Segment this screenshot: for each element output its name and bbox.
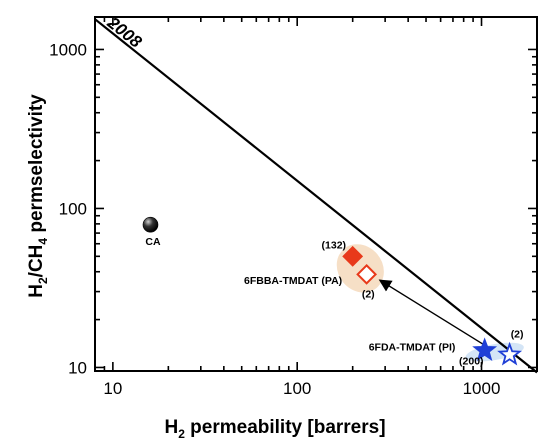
plot-frame <box>94 16 538 372</box>
label-2: (2) <box>362 289 375 301</box>
x-tick-label: 100 <box>283 379 311 398</box>
y-axis-ticks <box>95 48 537 369</box>
x-axis-ticks <box>94 17 538 371</box>
y-axis-title: H2/CH4 permselectivity <box>26 94 50 298</box>
label-6fbba-tmdat-pa: 6FBBA-TMDAT (PA) <box>244 275 342 287</box>
upper-bound-label: 2008 <box>103 13 146 52</box>
x-axis-title: H2 permeability [barrers] <box>164 417 385 441</box>
label-132: (132) <box>322 239 347 251</box>
x-tick-label: 10 <box>103 379 122 398</box>
y-axis-tick-labels: 10 100 1000 <box>49 40 87 377</box>
arrows <box>378 279 486 346</box>
data-points <box>142 216 523 366</box>
y-tick-label: 10 <box>68 358 87 377</box>
label-6fda-tmdat-pi: 6FDA-TMDAT (PI) <box>369 341 456 353</box>
upper-bound-line <box>94 18 538 374</box>
data-point-6fda-tmdat-pi <box>472 337 498 361</box>
trend-arrow <box>378 279 486 346</box>
data-point-6fda-tmdat-pi <box>497 341 523 366</box>
upper-bound-group: 2008 <box>94 13 538 374</box>
annotations: CA 6FBBA-TMDAT (PA) 6FDA-TMDAT (PI) (132) (2… <box>145 236 523 368</box>
x-tick-label: 1000 <box>463 379 501 398</box>
x-axis-tick-labels: 10 100 1000 <box>103 379 500 398</box>
data-point-6fbba-tmdat-pa <box>356 263 378 285</box>
label-2: (2) <box>511 329 524 341</box>
data-point-ca <box>142 216 159 233</box>
data-point-6fbba-tmdat-pa <box>342 245 364 267</box>
y-tick-label: 100 <box>59 199 87 218</box>
label-200: (200) <box>459 356 484 368</box>
y-tick-label: 1000 <box>49 40 87 59</box>
label-ca: CA <box>145 236 161 248</box>
